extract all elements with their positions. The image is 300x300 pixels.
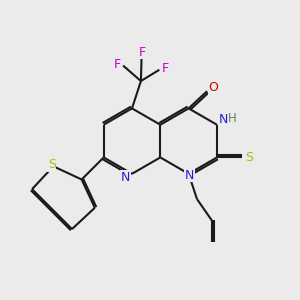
Text: N: N: [121, 171, 130, 184]
Text: H: H: [228, 112, 237, 125]
Text: S: S: [48, 158, 56, 171]
Text: N: N: [185, 169, 194, 182]
Text: O: O: [209, 81, 218, 94]
Text: F: F: [162, 62, 169, 75]
Text: F: F: [114, 58, 121, 70]
Text: N: N: [219, 113, 228, 126]
Text: F: F: [139, 46, 146, 59]
Text: S: S: [245, 151, 253, 164]
